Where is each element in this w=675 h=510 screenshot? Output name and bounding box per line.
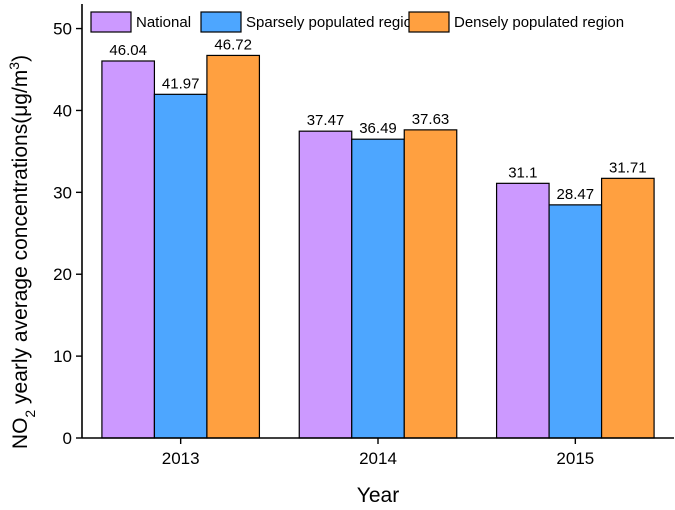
legend-swatch <box>90 11 132 33</box>
bar-value-label: 41.97 <box>162 75 200 92</box>
bar-value-label: 31.1 <box>508 164 537 181</box>
y-tick-label: 40 <box>53 101 72 120</box>
bar-densely-populated-region-2013 <box>206 54 261 439</box>
bar-sparsely-populated-region-2015 <box>548 204 603 439</box>
legend-label: Sparsely populated region <box>246 14 420 31</box>
legend-label: National <box>136 14 191 31</box>
bar-national-2013 <box>101 60 156 439</box>
bar-sparsely-populated-region-2013 <box>153 93 208 439</box>
x-axis-title: Year <box>357 484 399 507</box>
legend-label: Densely populated region <box>454 14 624 31</box>
bar-national-2014 <box>298 130 353 439</box>
bar-sparsely-populated-region-2014 <box>351 138 405 439</box>
y-tick-label: 10 <box>53 347 72 366</box>
y-tick-label: 50 <box>53 20 72 39</box>
x-tick-label: 2014 <box>359 449 397 468</box>
legend: National Sparsely populated region Densely… <box>90 11 624 33</box>
bar-value-label: 36.49 <box>359 120 397 137</box>
bar-value-label: 37.47 <box>307 112 345 129</box>
bar-value-label: 46.04 <box>109 42 147 59</box>
y-tick-label: 20 <box>53 265 72 284</box>
bar-densely-populated-region-2015 <box>600 177 655 439</box>
bar-value-label: 37.63 <box>412 111 450 128</box>
y-tick-label: 30 <box>53 183 72 202</box>
bar-value-label: 46.72 <box>214 36 252 53</box>
x-tick-label: 2015 <box>556 449 594 468</box>
x-tick-label: 2013 <box>162 449 200 468</box>
bar-value-label: 31.71 <box>609 159 647 176</box>
legend-swatch <box>408 11 450 33</box>
legend-swatch <box>200 11 242 33</box>
y-axis-title: NO2 yearly average concentrations(μg/m3) <box>6 55 38 449</box>
bar-value-label: 28.47 <box>557 186 595 203</box>
bar-densely-populated-region-2014 <box>403 129 458 439</box>
bar-national-2015 <box>495 182 550 439</box>
y-tick-label: 0 <box>63 429 72 448</box>
